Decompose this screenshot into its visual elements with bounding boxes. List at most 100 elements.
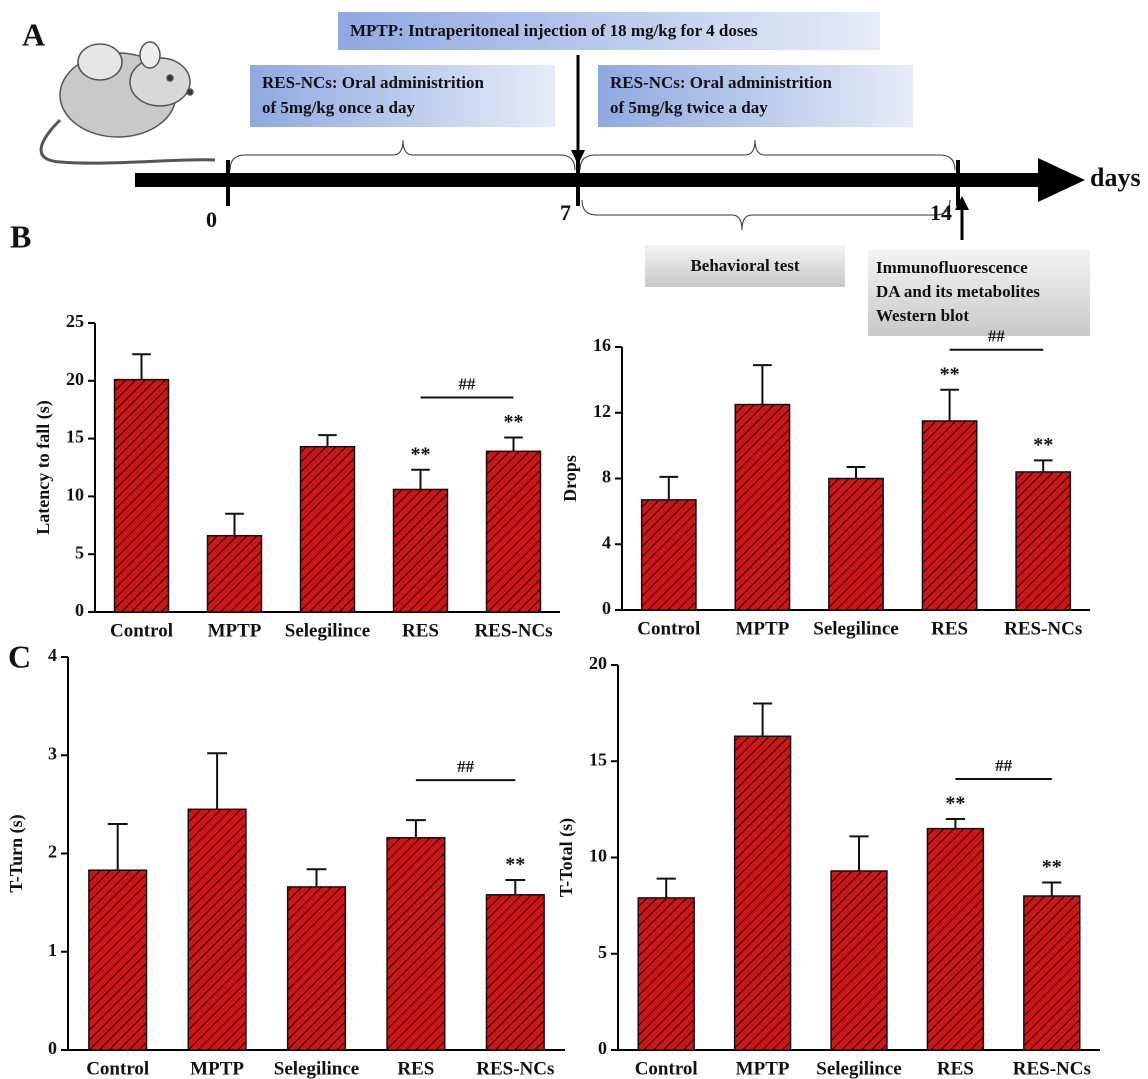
x-tick-label: MPTP [736, 1058, 790, 1079]
y-tick-label: 10 [66, 485, 84, 505]
x-tick-label: Control [635, 1058, 698, 1079]
y-tick-label: 3 [48, 743, 57, 763]
x-tick-label: Control [110, 620, 173, 641]
error-bar [940, 390, 959, 421]
x-tick-label: RES [931, 618, 968, 639]
y-tick-label: 15 [66, 427, 84, 447]
y-tick-label: 15 [589, 749, 607, 769]
bar [188, 809, 246, 1050]
y-tick-label: 0 [75, 600, 84, 620]
x-tick-label: RES-NCs [476, 1058, 554, 1079]
x-tick-label: RES-NCs [474, 620, 552, 641]
error-bar [1034, 460, 1053, 472]
bracket-label: ## [459, 374, 477, 393]
y-axis-label: T-Total (s) [556, 818, 577, 897]
day-label: 7 [560, 200, 571, 225]
y-tick-label: 12 [593, 401, 611, 421]
x-tick-label: Selegilince [816, 1058, 901, 1079]
bracket-label: ## [988, 327, 1006, 346]
x-tick-label: RES-NCs [1004, 618, 1082, 639]
y-tick-label: 1 [48, 940, 57, 960]
mouse-icon [41, 42, 215, 163]
x-tick-label: RES [937, 1058, 974, 1079]
bar [831, 871, 887, 1050]
y-axis-label: Drops [560, 455, 580, 502]
bar [301, 447, 355, 612]
panel-label: A [22, 16, 45, 52]
error-bar [657, 879, 676, 898]
error-bar [847, 467, 866, 479]
x-tick-label: Selegilince [274, 1058, 359, 1079]
bar [642, 500, 696, 610]
assay-label: Western blot [876, 306, 969, 325]
significance-label: ** [1042, 856, 1062, 878]
significance-label: ** [945, 793, 965, 815]
res-once-label: RES-NCs: Oral administrition [262, 73, 485, 92]
error-bar [318, 435, 337, 447]
error-bar [849, 836, 868, 871]
bar [927, 829, 983, 1050]
y-tick-label: 20 [66, 369, 84, 389]
significance-label: ** [411, 443, 431, 465]
bar [1024, 896, 1080, 1050]
error-bar [207, 753, 227, 809]
bar [208, 536, 262, 612]
error-bar [108, 824, 128, 870]
error-bar [132, 354, 151, 379]
significance-label: ** [505, 854, 525, 876]
y-tick-label: 2 [48, 842, 57, 862]
bar [829, 479, 883, 611]
y-tick-label: 5 [598, 942, 607, 962]
figure: A B C MPTP: Intraperitoneal injection of… [0, 0, 1148, 1079]
behavioral-label: Behavioral test [690, 256, 799, 275]
y-tick-label: 25 [66, 311, 84, 331]
day-label: 14 [930, 200, 952, 225]
res-twice-label: RES-NCs: Oral administrition [610, 73, 833, 92]
y-tick-label: 5 [75, 542, 84, 562]
y-tick-label: 0 [48, 1038, 57, 1058]
bar [735, 736, 791, 1050]
x-tick-label: Selegilince [285, 620, 370, 641]
x-tick-label: MPTP [190, 1058, 244, 1079]
y-tick-label: 4 [48, 645, 57, 665]
y-tick-label: 20 [589, 653, 607, 673]
error-bar [406, 820, 426, 838]
panel-label: B [10, 218, 31, 254]
bar [486, 895, 544, 1050]
x-tick-label: Control [637, 618, 700, 639]
mptp-label: MPTP: Intraperitoneal injection of 18 mg… [350, 21, 758, 40]
y-axis-label: T-Turn (s) [6, 814, 27, 892]
panel-label: C [8, 638, 31, 674]
res-once-label: of 5mg/kg once a day [262, 98, 416, 117]
y-tick-label: 4 [602, 532, 611, 552]
bar [487, 451, 541, 612]
y-tick-label: 8 [602, 467, 611, 487]
assay-label: Immunofluorescence [876, 258, 1028, 277]
bracket-label: ## [995, 756, 1013, 775]
x-tick-label: MPTP [208, 620, 262, 641]
y-tick-label: 0 [598, 1038, 607, 1058]
y-tick-label: 0 [602, 598, 611, 618]
error-bar [504, 437, 523, 451]
axis-label: days [1090, 163, 1141, 192]
significance-label: ** [504, 411, 524, 433]
res-twice-label: of 5mg/kg twice a day [610, 98, 768, 117]
x-tick-label: RES [402, 620, 439, 641]
bar [922, 421, 976, 610]
bar [735, 405, 789, 610]
y-tick-label: 16 [593, 335, 611, 355]
bracket-label: ## [457, 757, 475, 776]
day-label: 0 [206, 207, 217, 232]
bar [288, 887, 346, 1050]
error-bar [753, 365, 772, 404]
x-tick-label: RES-NCs [1013, 1058, 1091, 1079]
error-bar [753, 704, 772, 737]
error-bar [411, 470, 430, 490]
y-axis-label: Latency to fall (s) [33, 400, 54, 534]
x-tick-label: Control [86, 1058, 149, 1079]
x-tick-label: Selegilince [813, 618, 898, 639]
significance-label: ** [940, 363, 960, 385]
x-tick-label: MPTP [735, 618, 789, 639]
error-bar [307, 869, 327, 887]
bar [394, 489, 448, 612]
